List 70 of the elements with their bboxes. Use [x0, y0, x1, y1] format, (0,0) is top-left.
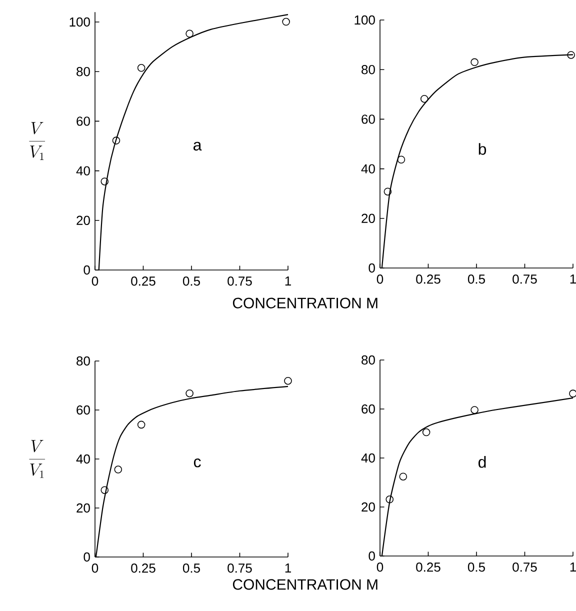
- point: [137, 420, 146, 429]
- x-tick-label: 1: [570, 274, 576, 284]
- point: [397, 156, 406, 164]
- y-tick-label: 80: [76, 66, 90, 76]
- x-tick-label: 0: [376, 274, 384, 284]
- point: [186, 30, 194, 38]
- annotation: d: [478, 456, 486, 468]
- point: [112, 136, 120, 144]
- x-tick-label: 0.25: [131, 564, 156, 573]
- y-tick-label: 40: [361, 164, 375, 174]
- x-axis-title: CONCENTRATION M: [232, 579, 378, 590]
- point: [114, 466, 122, 474]
- point: [569, 390, 576, 398]
- y-axis-title: $\frac{V}{V_{1}}$: [29, 122, 46, 160]
- y-tick-label: 100: [354, 15, 375, 25]
- x-tick-label: 0: [92, 564, 98, 573]
- x-tick-label: 0.25: [131, 276, 156, 286]
- annotation: c: [194, 458, 201, 468]
- line-series: [98, 14, 289, 271]
- y-tick-label: 40: [76, 454, 90, 464]
- annotation: a: [194, 142, 202, 151]
- point: [100, 486, 109, 494]
- y-tick-label: 0: [368, 551, 375, 561]
- point: [137, 64, 146, 72]
- x-tick-label: 0.75: [228, 276, 252, 286]
- point: [420, 94, 428, 103]
- annotation: b: [478, 143, 486, 155]
- y-tick-label: 0: [84, 265, 90, 275]
- point: [386, 496, 394, 504]
- point: [284, 376, 292, 385]
- y-tick-label: 40: [361, 453, 375, 463]
- x-tick-label: 0.5: [468, 274, 485, 284]
- x-tick-label: 0.25: [416, 274, 440, 284]
- y-tick-label: 80: [362, 355, 375, 365]
- point: [470, 58, 478, 66]
- x-tick-label: 0: [376, 562, 384, 572]
- point: [186, 389, 194, 398]
- x-tick-label: 0.75: [512, 562, 537, 572]
- y-axis-title: $\frac{V}{V_{1}}$: [29, 440, 46, 478]
- x-tick-label: 0.75: [512, 274, 537, 284]
- x-tick-label: 0.25: [416, 562, 440, 572]
- point: [282, 18, 290, 26]
- x-tick-label: 1: [285, 564, 291, 572]
- y-tick-label: 60: [76, 405, 90, 415]
- point: [100, 178, 109, 186]
- point: [399, 472, 408, 481]
- x-tick-label: 1: [285, 276, 291, 286]
- x-tick-label: 1: [570, 562, 576, 572]
- x-tick-label: 0.75: [228, 564, 252, 573]
- y-tick-label: 60: [362, 404, 375, 414]
- y-tick-label: 20: [76, 503, 90, 513]
- x-axis-title: CONCENTRATION M: [232, 298, 378, 308]
- y-tick-label: 60: [76, 116, 90, 126]
- y-tick-label: 20: [362, 502, 375, 512]
- x-tick-label: 0.5: [182, 276, 200, 286]
- y-tick-label: 100: [70, 17, 90, 27]
- y-tick-label: 80: [362, 64, 375, 74]
- y-tick-label: 60: [362, 114, 375, 124]
- point: [422, 428, 430, 436]
- x-tick-label: 0.5: [468, 562, 485, 572]
- y-tick-label: 20: [76, 216, 90, 225]
- y-tick-label: 20: [362, 214, 375, 223]
- x-tick-label: 0.5: [182, 564, 200, 573]
- y-tick-label: 40: [76, 166, 90, 176]
- y-tick-label: 0: [368, 263, 375, 273]
- y-tick-label: 0: [84, 552, 90, 562]
- point: [470, 406, 478, 414]
- x-tick-label: 0: [92, 276, 98, 286]
- point: [384, 188, 392, 196]
- y-tick-label: 80: [76, 356, 90, 366]
